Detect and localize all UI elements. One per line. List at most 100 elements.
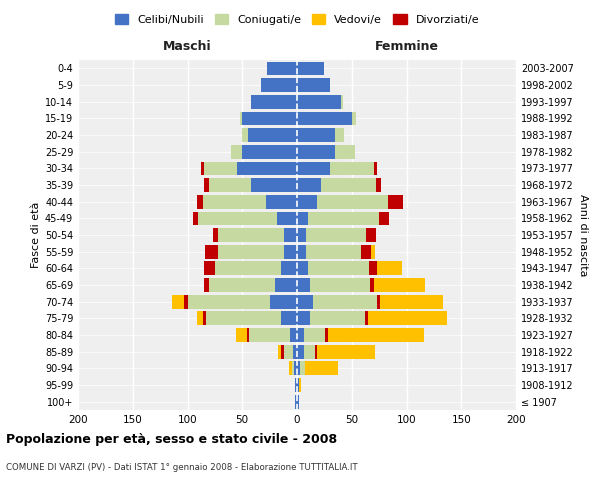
- Bar: [376, 178, 378, 192]
- Bar: [184, 295, 187, 308]
- Bar: [251, 178, 297, 192]
- Bar: [297, 395, 299, 408]
- Bar: [199, 212, 277, 225]
- Bar: [197, 312, 206, 325]
- Bar: [366, 228, 375, 242]
- Bar: [268, 62, 297, 75]
- Bar: [281, 312, 297, 325]
- Text: Femmine: Femmine: [374, 40, 439, 53]
- Bar: [297, 195, 317, 208]
- Bar: [297, 278, 310, 292]
- Bar: [187, 295, 269, 308]
- Bar: [314, 345, 375, 358]
- Bar: [361, 245, 371, 258]
- Bar: [374, 162, 376, 175]
- Bar: [200, 162, 204, 175]
- Bar: [376, 178, 382, 192]
- Bar: [204, 278, 209, 292]
- Bar: [369, 262, 402, 275]
- Bar: [218, 228, 284, 242]
- Bar: [204, 278, 209, 292]
- Bar: [297, 162, 330, 175]
- Bar: [216, 245, 218, 258]
- Bar: [277, 212, 297, 225]
- Bar: [330, 162, 374, 175]
- Bar: [242, 112, 297, 125]
- Bar: [203, 195, 266, 208]
- Bar: [297, 262, 308, 275]
- Bar: [314, 345, 317, 358]
- Bar: [297, 212, 308, 225]
- Bar: [215, 262, 281, 275]
- Bar: [341, 95, 343, 108]
- Bar: [292, 362, 294, 375]
- Bar: [317, 195, 388, 208]
- Bar: [193, 212, 199, 225]
- Bar: [248, 128, 297, 142]
- Bar: [297, 378, 299, 392]
- Bar: [377, 295, 380, 308]
- Bar: [266, 195, 297, 208]
- Bar: [304, 345, 314, 358]
- Bar: [206, 312, 281, 325]
- Bar: [361, 245, 375, 258]
- Bar: [236, 328, 249, 342]
- Bar: [275, 278, 297, 292]
- Bar: [203, 312, 206, 325]
- Bar: [205, 245, 218, 258]
- Bar: [216, 228, 218, 242]
- Text: Popolazione per età, sesso e stato civile - 2008: Popolazione per età, sesso e stato civil…: [6, 432, 337, 446]
- Bar: [304, 328, 325, 342]
- Bar: [212, 228, 218, 242]
- Bar: [281, 262, 297, 275]
- Bar: [306, 245, 361, 258]
- Bar: [197, 195, 203, 208]
- Bar: [212, 262, 215, 275]
- Y-axis label: Fasce di età: Fasce di età: [31, 202, 41, 268]
- Bar: [290, 328, 297, 342]
- Bar: [240, 112, 242, 125]
- Bar: [247, 328, 249, 342]
- Bar: [335, 128, 344, 142]
- Legend: Celibi/Nubili, Coniugati/e, Vedovi/e, Divorziati/e: Celibi/Nubili, Coniugati/e, Vedovi/e, Di…: [110, 10, 484, 29]
- Bar: [281, 345, 284, 358]
- Bar: [325, 328, 424, 342]
- Bar: [297, 295, 313, 308]
- Bar: [310, 312, 365, 325]
- Bar: [209, 178, 251, 192]
- Bar: [237, 162, 297, 175]
- Bar: [370, 278, 425, 292]
- Bar: [308, 212, 379, 225]
- Bar: [297, 145, 335, 158]
- Bar: [365, 312, 447, 325]
- Bar: [321, 178, 376, 192]
- Bar: [242, 128, 248, 142]
- Bar: [209, 278, 275, 292]
- Bar: [379, 212, 389, 225]
- Bar: [297, 95, 341, 108]
- Bar: [297, 328, 304, 342]
- Bar: [374, 162, 377, 175]
- Bar: [366, 228, 376, 242]
- Bar: [297, 228, 306, 242]
- Bar: [295, 395, 297, 408]
- Bar: [297, 178, 321, 192]
- Bar: [379, 212, 383, 225]
- Bar: [204, 162, 237, 175]
- Bar: [204, 178, 209, 192]
- Bar: [295, 378, 297, 392]
- Bar: [306, 228, 366, 242]
- Bar: [251, 95, 297, 108]
- Bar: [232, 145, 242, 158]
- Bar: [325, 328, 328, 342]
- Bar: [370, 278, 374, 292]
- Bar: [278, 345, 284, 358]
- Bar: [313, 295, 377, 308]
- Bar: [388, 195, 391, 208]
- Bar: [297, 312, 310, 325]
- Bar: [284, 245, 297, 258]
- Bar: [388, 195, 403, 208]
- Bar: [297, 112, 352, 125]
- Bar: [297, 245, 306, 258]
- Bar: [297, 345, 304, 358]
